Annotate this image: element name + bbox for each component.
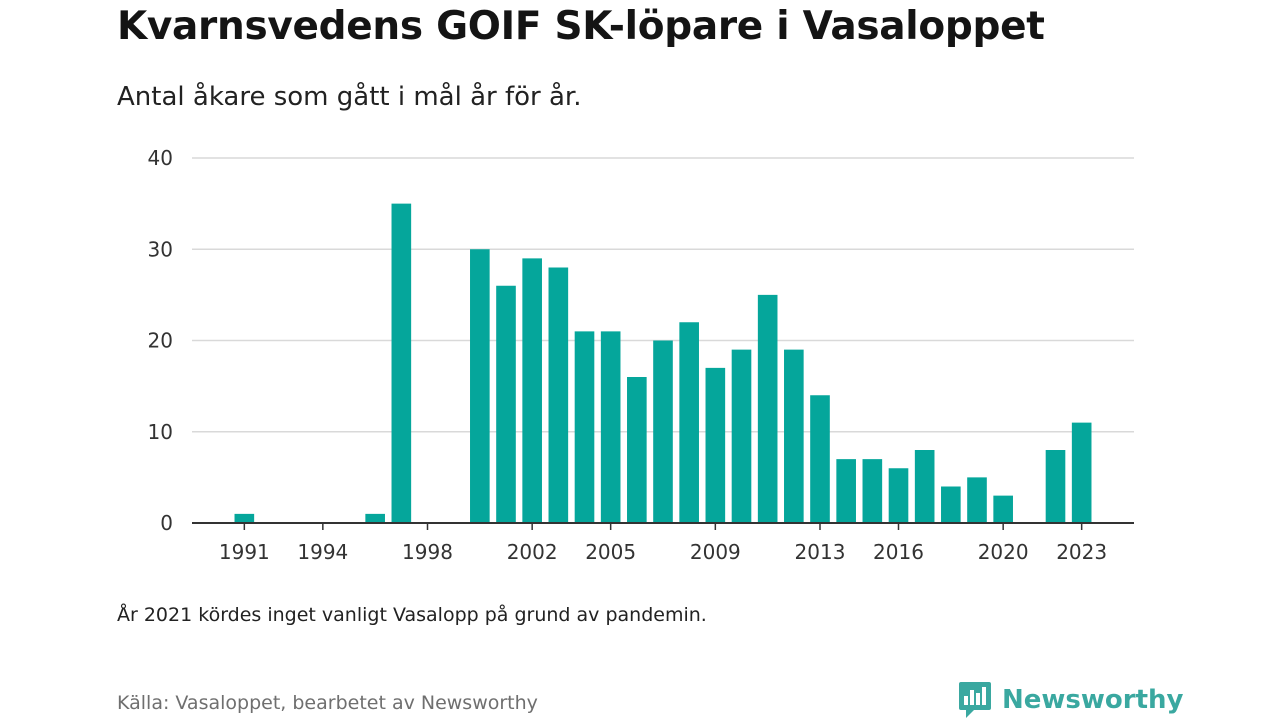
x-tick-label: 2002 xyxy=(507,540,558,564)
bar xyxy=(1045,450,1066,523)
brand-logo: Newsworthy xyxy=(958,680,1183,720)
y-tick-label: 0 xyxy=(160,511,173,535)
y-tick-label: 10 xyxy=(148,420,173,444)
bar xyxy=(836,459,856,523)
bar xyxy=(705,367,726,523)
newsworthy-logo-icon xyxy=(959,682,991,718)
x-tick-label: 2009 xyxy=(690,540,741,564)
bar xyxy=(653,340,673,523)
x-tick-label: 2023 xyxy=(1056,540,1107,564)
bar xyxy=(470,249,490,523)
bar xyxy=(496,285,516,523)
bar xyxy=(574,331,595,523)
x-tick-label: 1991 xyxy=(219,540,270,564)
x-tick-label: 2005 xyxy=(585,540,636,564)
bar xyxy=(993,495,1013,523)
bar xyxy=(391,203,412,523)
bar xyxy=(941,486,961,523)
x-tick-label: 1998 xyxy=(402,540,453,564)
x-tick-label: 2016 xyxy=(873,540,924,564)
y-tick-label: 40 xyxy=(148,146,173,170)
chart-subtitle: Antal åkare som gått i mål år för år. xyxy=(117,82,582,112)
bar xyxy=(914,450,935,523)
chart-footnote: År 2021 kördes inget vanligt Vasalopp på… xyxy=(117,604,707,626)
bar xyxy=(810,395,830,523)
bar xyxy=(679,322,699,523)
bar xyxy=(1071,422,1092,523)
bar xyxy=(234,513,255,523)
bar xyxy=(627,377,647,523)
bar xyxy=(731,349,752,523)
source-note: Källa: Vasaloppet, bearbetet av Newswort… xyxy=(117,692,538,714)
x-tick-label: 2020 xyxy=(978,540,1029,564)
bar xyxy=(888,468,909,523)
bar xyxy=(784,349,804,523)
bar xyxy=(365,513,385,523)
chart-title: Kvarnsvedens GOIF SK-löpare i Vasaloppet xyxy=(117,4,1045,49)
y-tick-label: 30 xyxy=(148,237,173,261)
bar xyxy=(522,258,542,523)
y-tick-label: 20 xyxy=(148,329,173,353)
bar xyxy=(862,459,883,523)
brand-name: Newsworthy xyxy=(1002,685,1184,715)
bar xyxy=(600,331,621,523)
bar xyxy=(757,294,778,523)
bar xyxy=(548,267,569,523)
x-tick-label: 1994 xyxy=(297,540,348,564)
x-tick-label: 2013 xyxy=(795,540,846,564)
bar xyxy=(967,477,987,523)
